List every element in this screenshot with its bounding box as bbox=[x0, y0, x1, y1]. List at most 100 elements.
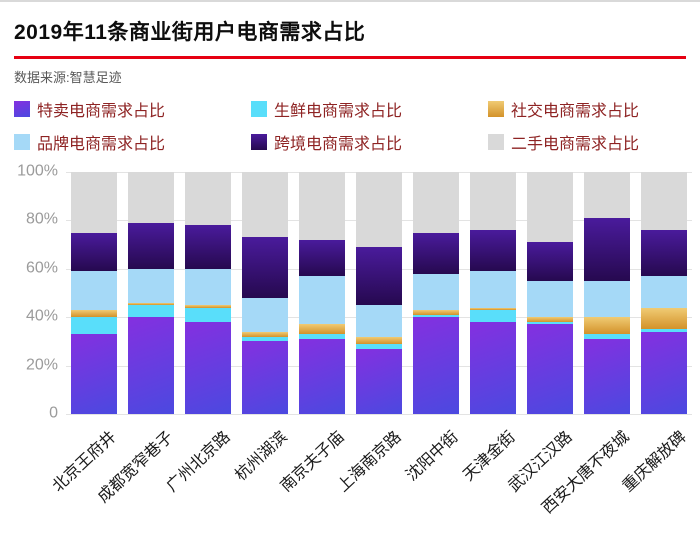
y-axis: 100% 80% 60% 40% 20% 0 bbox=[14, 163, 58, 422]
bar-segment bbox=[299, 239, 346, 277]
stacked-bar bbox=[640, 172, 687, 414]
bar-slot bbox=[237, 172, 294, 414]
bar-segment bbox=[583, 334, 630, 339]
gridline bbox=[66, 414, 692, 415]
bar-segment bbox=[526, 172, 573, 243]
bar-segment bbox=[469, 309, 516, 323]
bar-segment bbox=[640, 276, 687, 308]
x-tick-label: 沈阳中街 bbox=[403, 428, 462, 485]
bar-segment bbox=[185, 172, 232, 226]
bar-segment bbox=[526, 317, 573, 323]
y-tick-label: 40% bbox=[25, 307, 58, 325]
stacked-bar bbox=[412, 172, 459, 414]
bar-segment bbox=[242, 297, 289, 332]
bar-segment bbox=[128, 302, 175, 306]
bar-segment bbox=[469, 271, 516, 308]
bar-segment bbox=[128, 317, 175, 414]
bar-segment bbox=[71, 232, 118, 272]
page-title: 2019年11条商业街用户电商需求占比 bbox=[14, 21, 366, 44]
stacked-bar bbox=[355, 172, 402, 414]
bar-segment bbox=[71, 271, 118, 310]
bar-slot bbox=[464, 172, 521, 414]
stacked-bar bbox=[242, 172, 289, 414]
bar-segment bbox=[412, 309, 459, 315]
bar-segment bbox=[412, 232, 459, 274]
legend-swatch-icon bbox=[251, 101, 267, 117]
bar-slot bbox=[578, 172, 635, 414]
bar-segment bbox=[128, 222, 175, 269]
bar-segment bbox=[355, 336, 402, 344]
stacked-bar bbox=[71, 172, 118, 414]
stacked-bar bbox=[128, 172, 175, 414]
bar-segment bbox=[299, 324, 346, 335]
bar-slot bbox=[123, 172, 180, 414]
legend-item: 生鲜电商需求占比 bbox=[251, 97, 488, 121]
legend-label: 特卖电商需求占比 bbox=[37, 103, 166, 120]
legend: 特卖电商需求占比 生鲜电商需求占比 社交电商需求占比品牌电商需求占比 跨境电商需求占比… bbox=[14, 97, 686, 154]
bar-segment bbox=[299, 172, 346, 240]
legend-item: 品牌电商需求占比 bbox=[14, 130, 251, 154]
legend-swatch-icon bbox=[251, 134, 267, 150]
bar-segment bbox=[185, 307, 232, 323]
bar-segment bbox=[185, 268, 232, 306]
bar-segment bbox=[583, 172, 630, 219]
legend-swatch-icon bbox=[14, 134, 30, 150]
bars bbox=[66, 172, 692, 414]
bar-segment bbox=[355, 348, 402, 414]
bar-segment bbox=[412, 172, 459, 233]
bar-segment bbox=[640, 172, 687, 231]
legend-item: 特卖电商需求占比 bbox=[14, 97, 251, 121]
stacked-bar bbox=[469, 172, 516, 414]
legend-label: 社交电商需求占比 bbox=[511, 103, 640, 120]
y-tick-label: 20% bbox=[25, 356, 58, 374]
y-tick-label: 80% bbox=[25, 211, 58, 229]
bar-segment bbox=[71, 172, 118, 233]
bar-segment bbox=[583, 317, 630, 335]
bar-segment bbox=[526, 324, 573, 414]
stacked-bar bbox=[526, 172, 573, 414]
bar-segment bbox=[128, 305, 175, 318]
bar-segment bbox=[640, 329, 687, 332]
bar-segment bbox=[185, 322, 232, 414]
legend-swatch-icon bbox=[14, 101, 30, 117]
stacked-bar bbox=[185, 172, 232, 414]
bar-segment bbox=[71, 317, 118, 335]
bar-segment bbox=[469, 172, 516, 231]
bar-segment bbox=[412, 273, 459, 310]
data-source: 数据来源:智慧足迹 bbox=[14, 70, 122, 85]
plot-area bbox=[66, 172, 692, 415]
stacked-bar bbox=[583, 172, 630, 414]
bar-segment bbox=[242, 341, 289, 414]
bar-segment bbox=[71, 309, 118, 318]
bar-segment bbox=[583, 338, 630, 414]
bar-segment bbox=[640, 230, 687, 277]
bar-segment bbox=[583, 280, 630, 318]
bar-segment bbox=[355, 343, 402, 349]
legend-item: 二手电商需求占比 bbox=[488, 130, 686, 154]
bar-segment bbox=[128, 172, 175, 223]
bar-segment bbox=[299, 338, 346, 414]
legend-label: 跨境电商需求占比 bbox=[274, 136, 403, 153]
legend-label: 品牌电商需求占比 bbox=[37, 136, 166, 153]
bar-segment bbox=[355, 172, 402, 248]
legend-item: 跨境电商需求占比 bbox=[251, 130, 488, 154]
header: 2019年11条商业街用户电商需求占比 bbox=[0, 2, 700, 46]
x-axis-labels: 北京王府井 成都宽窄巷子 广州北京路 杭州湖滨 南京夫子庙 上海南京路 沈阳中街 天津金街 武汉… bbox=[50, 414, 692, 557]
bar-segment bbox=[526, 322, 573, 325]
legend-label: 二手电商需求占比 bbox=[511, 136, 640, 153]
bar-segment bbox=[242, 172, 289, 238]
bar-slot bbox=[351, 172, 408, 414]
legend-swatch-icon bbox=[488, 134, 504, 150]
bar-segment bbox=[640, 331, 687, 414]
bar-slot bbox=[66, 172, 123, 414]
bar-segment bbox=[128, 268, 175, 303]
accent-rule bbox=[14, 56, 686, 59]
bar-segment bbox=[412, 317, 459, 414]
bar-slot bbox=[521, 172, 578, 414]
bar-segment bbox=[242, 336, 289, 342]
bar-segment bbox=[299, 276, 346, 325]
bar-slot bbox=[294, 172, 351, 414]
bar-segment bbox=[355, 305, 402, 337]
bar-segment bbox=[412, 314, 459, 318]
